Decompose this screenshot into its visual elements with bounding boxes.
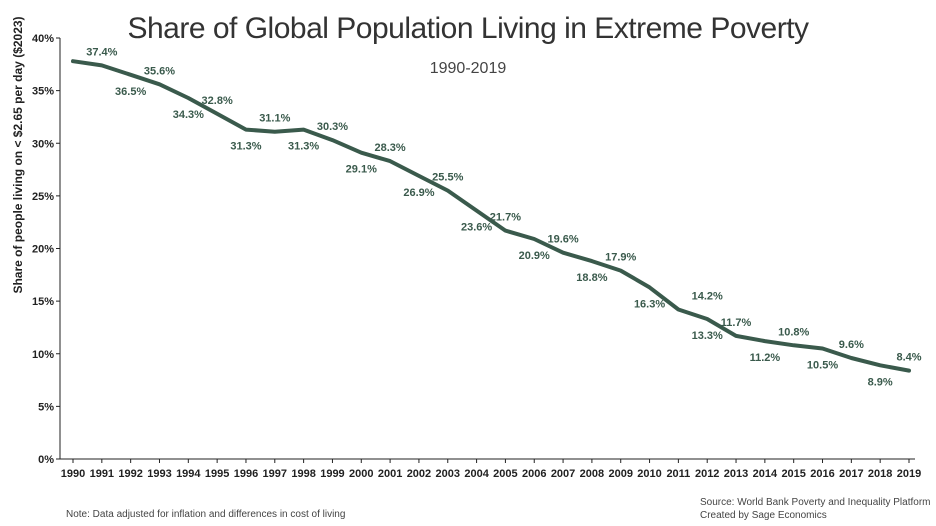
x-tick-label: 2006	[522, 468, 546, 480]
x-tick-label: 2004	[464, 468, 489, 480]
x-tick-label: 2007	[551, 468, 575, 480]
data-label: 26.9%	[403, 187, 434, 199]
data-label: 11.7%	[721, 317, 752, 329]
x-tick-label: 1998	[291, 468, 315, 480]
series-line	[71, 59, 911, 373]
data-label: 13.3%	[692, 330, 723, 342]
data-label: 32.8%	[202, 95, 233, 107]
x-tick-label: 2009	[608, 468, 632, 480]
x-tick-label: 2016	[810, 468, 834, 480]
y-tick-label: 10%	[32, 349, 54, 361]
x-tick-label: 2012	[695, 468, 719, 480]
x-tick-label: 1992	[118, 468, 142, 480]
y-tick-label: 20%	[32, 244, 54, 256]
data-label: 31.3%	[230, 141, 261, 153]
data-label: 18.8%	[576, 272, 607, 284]
y-tick-label: 30%	[32, 138, 54, 150]
y-axis-title: Share of people living on < $2.65 per da…	[11, 16, 25, 293]
x-tick-label: 2011	[666, 468, 690, 480]
x-tick-label: 1994	[176, 468, 201, 480]
y-tick-label: 35%	[32, 86, 54, 98]
data-label: 35.6%	[144, 65, 175, 77]
x-tick-label: 2018	[868, 468, 892, 480]
data-label: 16.3%	[634, 298, 665, 310]
x-tick-label: 1996	[234, 468, 258, 480]
x-tick-label: 2002	[407, 468, 431, 480]
x-tick-label: 2019	[897, 468, 921, 480]
data-label: 21.7%	[490, 212, 521, 224]
x-tick-label: 2014	[753, 468, 778, 480]
source-line: Source: World Bank Poverty and Inequalit…	[700, 497, 931, 508]
data-label: 30.3%	[317, 121, 348, 133]
data-label: 19.6%	[547, 234, 578, 246]
data-label: 37.4%	[86, 46, 117, 58]
data-label: 9.6%	[839, 339, 864, 351]
x-tick-label: 2003	[436, 468, 460, 480]
data-label: 10.8%	[778, 326, 809, 338]
data-label: 36.5%	[115, 86, 146, 98]
data-label: 29.1%	[346, 164, 377, 176]
y-tick-label: 5%	[38, 401, 54, 413]
x-tick-label: 2001	[378, 468, 402, 480]
footnote: Note: Data adjusted for inflation and di…	[66, 509, 346, 520]
x-tick-label: 2013	[724, 468, 748, 480]
y-tick-label: 15%	[32, 296, 54, 308]
data-label: 8.4%	[896, 352, 921, 364]
x-tick-label: 2005	[493, 468, 517, 480]
x-tick-label: 1991	[90, 468, 114, 480]
x-tick-label: 1999	[320, 468, 344, 480]
x-tick-label: 2010	[637, 468, 661, 480]
chart-title: Share of Global Population Living in Ext…	[127, 12, 809, 45]
x-tick-label: 1990	[61, 468, 85, 480]
x-tick-label: 1993	[147, 468, 171, 480]
data-label: 23.6%	[461, 222, 492, 234]
data-label: 20.9%	[519, 250, 550, 262]
data-label: 8.9%	[868, 376, 893, 388]
credit-line: Created by Sage Economics	[700, 510, 827, 521]
y-tick-label: 25%	[32, 191, 54, 203]
data-label: 34.3%	[173, 109, 204, 121]
data-label: 11.2%	[750, 352, 781, 364]
data-label: 31.3%	[288, 141, 319, 153]
data-label: 25.5%	[432, 172, 463, 184]
chart-subtitle: 1990-2019	[429, 60, 507, 77]
data-label: 28.3%	[375, 142, 406, 154]
x-tick-label: 1997	[263, 468, 287, 480]
data-label: 10.5%	[807, 359, 838, 371]
x-tick-label: 2008	[580, 468, 604, 480]
y-tick-label: 0%	[38, 454, 54, 466]
data-label: 14.2%	[692, 291, 723, 303]
data-label: 31.1%	[259, 113, 290, 125]
x-tick-label: 2000	[349, 468, 373, 480]
y-tick-label: 40%	[32, 33, 54, 45]
data-label: 17.9%	[605, 252, 636, 264]
x-tick-label: 2015	[781, 468, 805, 480]
x-tick-label: 2017	[839, 468, 863, 480]
x-tick-label: 1995	[205, 468, 229, 480]
